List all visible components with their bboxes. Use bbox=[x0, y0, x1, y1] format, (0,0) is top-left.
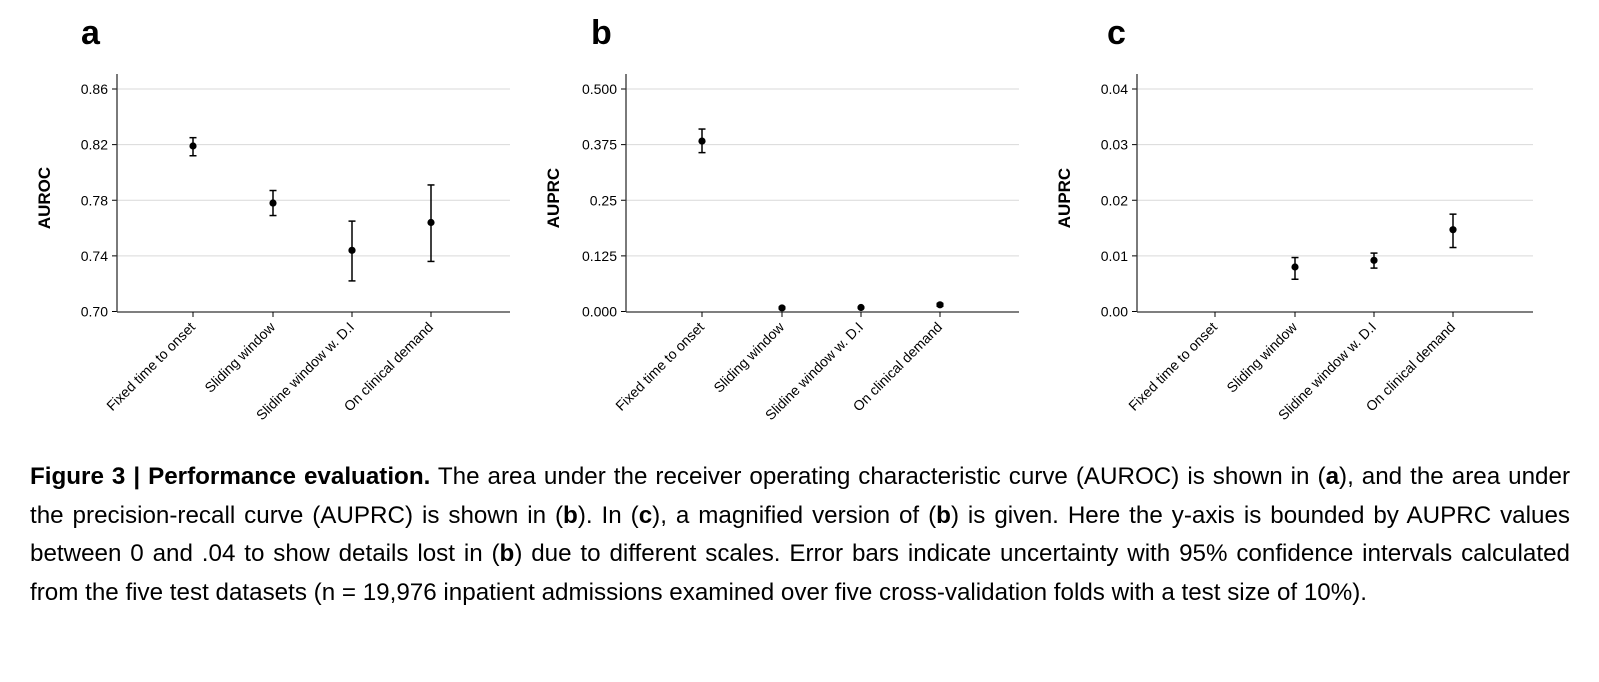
x-tick-label: Fixed time to onset bbox=[1125, 319, 1220, 414]
y-tick-label: 0.25 bbox=[590, 192, 617, 208]
panel-letter: b bbox=[591, 14, 612, 52]
data-point bbox=[269, 199, 277, 207]
data-point bbox=[189, 142, 197, 150]
data-point bbox=[348, 246, 356, 254]
figure-panels: a 0.70 0.74 0.78 0.82 0.86 AUROC Fixed time to … bbox=[35, 14, 1533, 423]
figure-caption: Figure 3 | Performance evaluation. The a… bbox=[30, 458, 1570, 612]
x-tick-label: Sliding window bbox=[1223, 318, 1300, 395]
y-tick-label: 0.03 bbox=[1101, 137, 1128, 153]
caption-text-1: The area under the receiver operating ch… bbox=[430, 463, 1326, 490]
x-tick-label: Fixed time to onset bbox=[103, 319, 198, 414]
caption-ref-c: c bbox=[638, 501, 653, 529]
data-point bbox=[427, 218, 435, 227]
data-point bbox=[1449, 226, 1457, 234]
caption-ref-b: b bbox=[936, 501, 951, 529]
panel-letter: a bbox=[81, 14, 101, 52]
y-tick-label: 0.00 bbox=[1101, 304, 1128, 320]
caption-text-3: ). In ( bbox=[577, 501, 639, 529]
y-tick-label: 0.01 bbox=[1101, 248, 1128, 264]
y-tick-label: 0.70 bbox=[81, 304, 108, 320]
x-tick-label: Fixed time to onset bbox=[612, 319, 707, 414]
data-point bbox=[1370, 256, 1378, 264]
data-point bbox=[698, 137, 706, 145]
x-tick-label: On clinical demand bbox=[1363, 319, 1459, 415]
caption-text-5: ) is given. Here the y-axis is bounded b… bbox=[30, 501, 1571, 568]
caption-text-6: ) due to different scales. Error bars in… bbox=[30, 540, 1570, 606]
caption-ref-b: b bbox=[563, 501, 578, 529]
y-tick-label: 0.78 bbox=[81, 192, 108, 208]
x-tick-label: On clinical demand bbox=[850, 319, 946, 415]
caption-ref-a: a bbox=[1325, 463, 1340, 490]
caption-text-2: ), and the area under the precision-reca… bbox=[30, 463, 1571, 529]
y-axis-label: AUPRC bbox=[1055, 168, 1074, 228]
y-tick-label: 0.125 bbox=[582, 248, 617, 264]
y-tick-label: 0.86 bbox=[81, 81, 108, 97]
y-tick-label: 0.82 bbox=[81, 137, 108, 153]
x-tick-label: Sliding window bbox=[201, 318, 278, 395]
y-axis-label: AUPRC bbox=[544, 168, 563, 228]
y-tick-label: 0.375 bbox=[582, 137, 617, 153]
x-tick-label: On clinical demand bbox=[341, 319, 437, 415]
x-tick-label: Sliding window bbox=[710, 318, 787, 395]
y-tick-label: 0.74 bbox=[81, 248, 108, 264]
panel-letter: c bbox=[1107, 14, 1126, 52]
y-axis-label: AUROC bbox=[35, 167, 54, 229]
y-tick-label: 0.02 bbox=[1101, 192, 1128, 208]
data-point bbox=[778, 304, 786, 312]
y-tick-label: 0.04 bbox=[1101, 81, 1128, 97]
caption-ref-b: b bbox=[499, 540, 515, 568]
y-tick-label: 0.500 bbox=[582, 81, 617, 97]
data-point bbox=[1291, 263, 1299, 271]
data-point bbox=[857, 303, 865, 312]
y-tick-label: 0.000 bbox=[582, 304, 617, 320]
caption-text-4: ), a magnified version of ( bbox=[652, 501, 937, 529]
data-point bbox=[936, 301, 944, 309]
caption-figure-label: Figure 3 | Performance evaluation. bbox=[30, 463, 431, 490]
